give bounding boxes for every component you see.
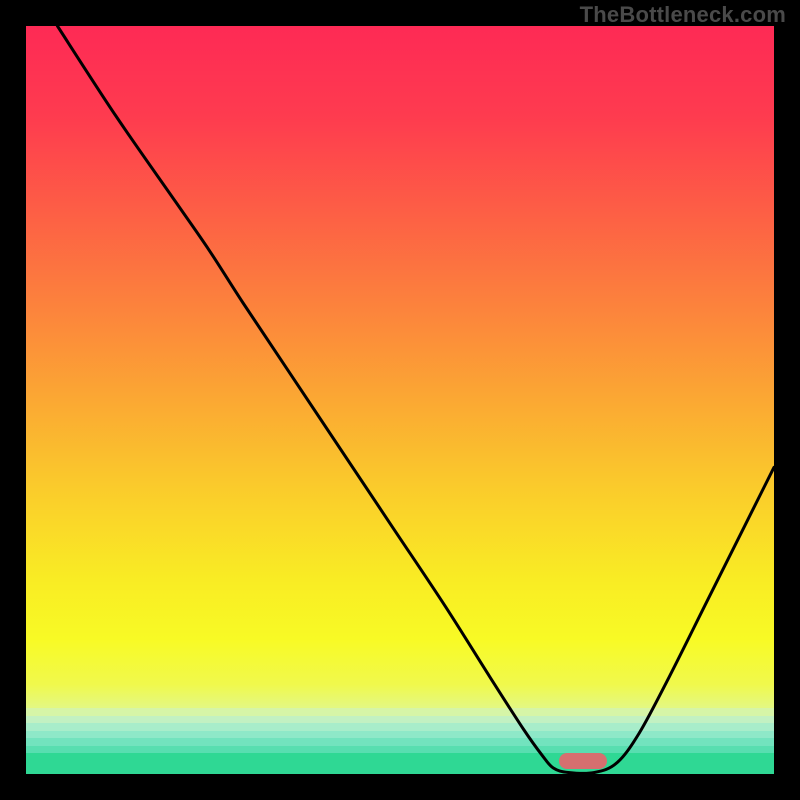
curve-svg xyxy=(26,26,774,774)
plot-area xyxy=(26,26,774,774)
bottleneck-curve xyxy=(57,26,774,773)
watermark-text: TheBottleneck.com xyxy=(580,2,786,28)
optimal-marker xyxy=(559,753,607,769)
